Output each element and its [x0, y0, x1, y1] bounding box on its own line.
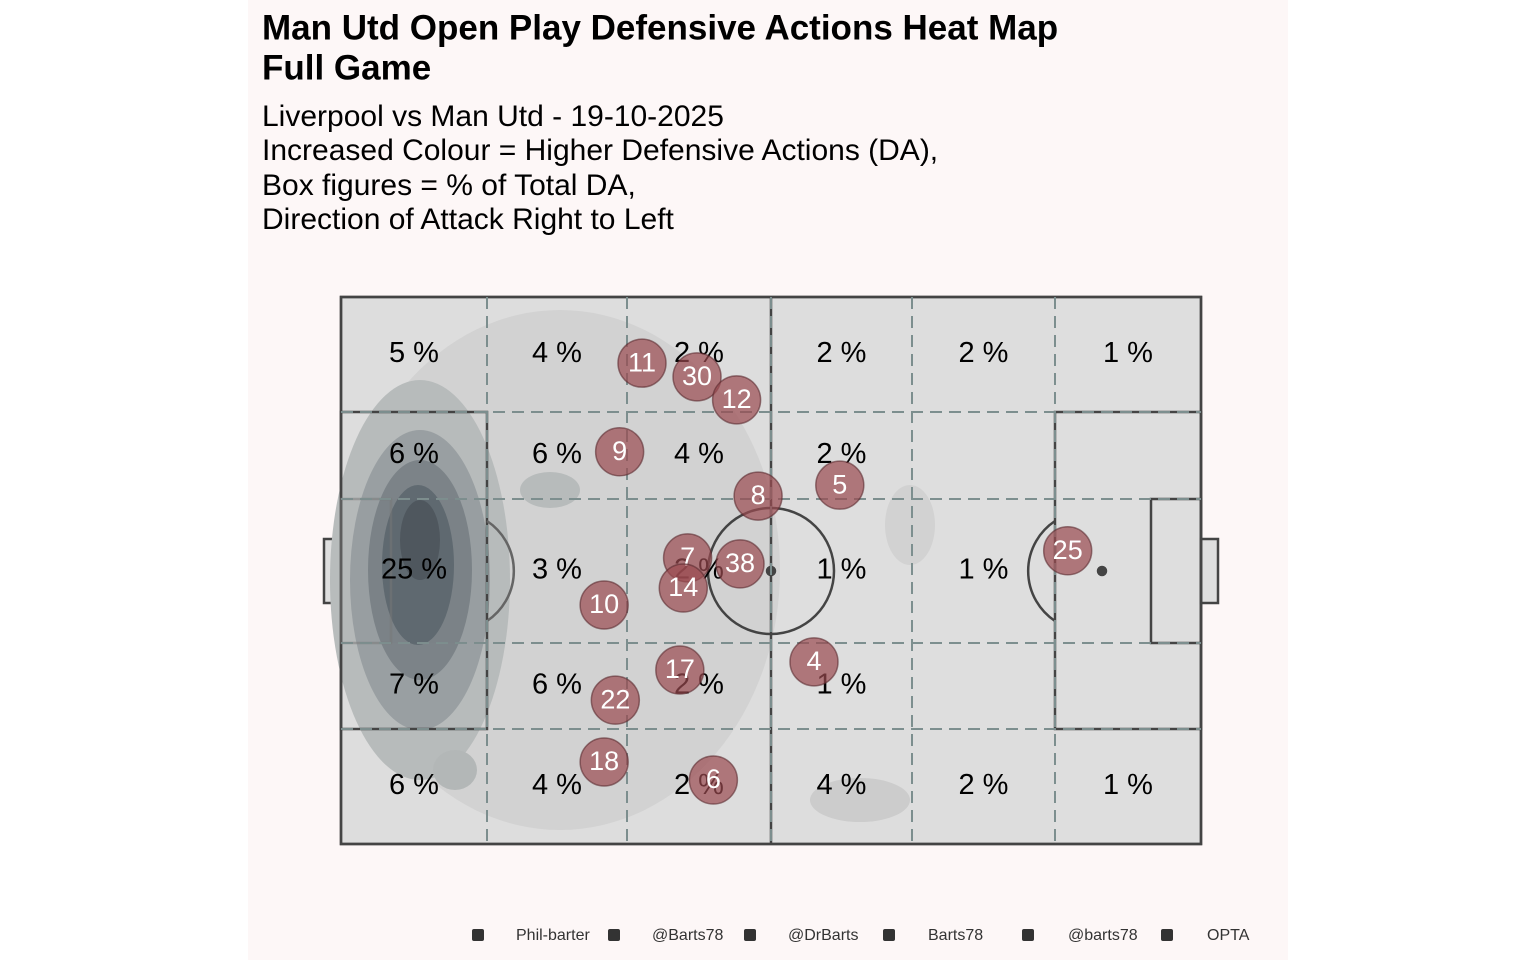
- player-label: 9: [612, 436, 627, 466]
- heat-density: [330, 310, 935, 830]
- player-label: 14: [668, 572, 698, 602]
- footer-icon: [472, 929, 484, 941]
- zone-label: 7 %: [389, 669, 439, 701]
- player-marker: [590, 675, 641, 725]
- footer-text: @barts78: [1068, 927, 1138, 944]
- footer-icon: [1161, 929, 1173, 941]
- footer-icon: [744, 929, 756, 941]
- player-marker: [733, 471, 783, 521]
- player-label: 8: [751, 480, 766, 510]
- footer-text: @DrBarts: [788, 927, 858, 944]
- zone-label: 4 %: [532, 769, 582, 801]
- footer: Phil-barter @Barts78 @DrBarts Barts78 @barts…: [472, 927, 1250, 944]
- player-label: 4: [806, 646, 821, 676]
- player-marker: [711, 375, 762, 425]
- zone-label: 1 %: [1103, 337, 1153, 369]
- player-marker: [655, 645, 705, 695]
- footer-text: OPTA: [1207, 927, 1250, 944]
- subtitle: Box figures = % of Total DA,: [262, 169, 636, 202]
- player-label: 22: [600, 684, 630, 714]
- player-marker: [1042, 526, 1093, 576]
- player-marker: [617, 338, 667, 388]
- zone-grid: [341, 297, 1201, 844]
- zone-label: 3 %: [532, 554, 582, 586]
- player-marker: [789, 637, 839, 687]
- player-label: 17: [665, 654, 695, 684]
- player-marker: [715, 539, 765, 589]
- player-label: 12: [722, 384, 752, 414]
- player-label: 11: [628, 347, 656, 377]
- zone-label: 1 %: [959, 554, 1009, 586]
- footer-text: Phil-barter: [516, 927, 590, 944]
- footer-icon: [883, 929, 895, 941]
- zone-label: 6 %: [532, 669, 582, 701]
- zone-label: 2 %: [817, 337, 867, 369]
- player-label: 10: [589, 589, 619, 619]
- player-label: 5: [832, 469, 847, 499]
- player-label: 30: [682, 361, 712, 391]
- zone-label: 4 %: [532, 337, 582, 369]
- player-label: 18: [589, 746, 619, 776]
- subtitle: Liverpool vs Man Utd - 19-10-2025: [262, 100, 724, 133]
- player-label: 38: [725, 548, 755, 578]
- player-marker: [579, 737, 629, 787]
- zone-label: 4 %: [674, 438, 724, 470]
- zone-label: 1 %: [1103, 769, 1153, 801]
- player-marker: [658, 563, 709, 613]
- zone-label: 2 %: [959, 337, 1009, 369]
- subtitle: Increased Colour = Higher Defensive Acti…: [262, 134, 938, 167]
- subtitle: Direction of Attack Right to Left: [262, 203, 675, 236]
- zone-label: 6 %: [389, 769, 439, 801]
- footer-text: Barts78: [928, 927, 983, 944]
- player-marker: [815, 460, 865, 510]
- chart-title: Full Game: [262, 48, 431, 87]
- player-marker: [672, 352, 722, 402]
- player-label: 6: [706, 764, 721, 794]
- zone-label: 25 %: [381, 554, 447, 586]
- footer-icon: [1022, 929, 1034, 941]
- zone-label: 2 %: [959, 769, 1009, 801]
- player-marker: [688, 755, 739, 805]
- zone-label: 4 %: [817, 769, 867, 801]
- zone-label: 6 %: [389, 438, 439, 470]
- zone-label: 1 %: [817, 554, 867, 586]
- chart-title: Man Utd Open Play Defensive Actions Heat…: [262, 8, 1058, 47]
- player-label: 25: [1053, 535, 1083, 565]
- zone-label: 6 %: [532, 438, 582, 470]
- player-marker: [579, 580, 629, 630]
- player-marker: [594, 427, 645, 477]
- footer-icon: [608, 929, 620, 941]
- footer-text: @Barts78: [652, 927, 723, 944]
- zone-label: 5 %: [389, 337, 439, 369]
